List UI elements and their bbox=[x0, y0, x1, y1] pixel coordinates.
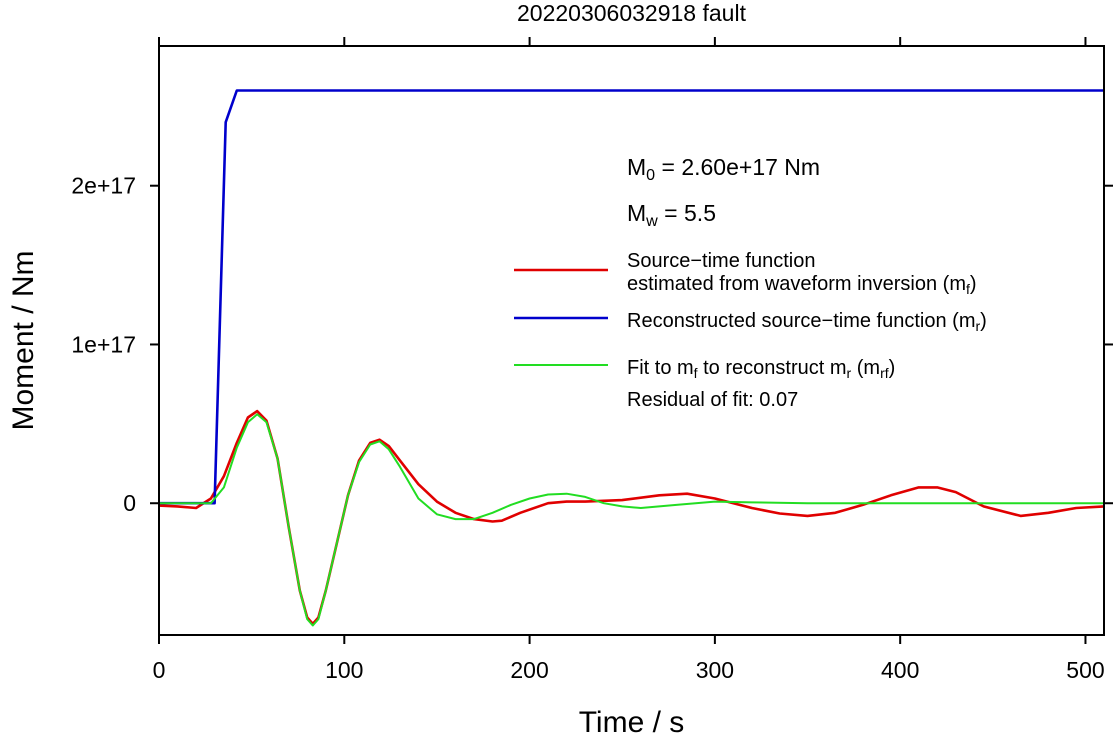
y-tick-label-0: 0 bbox=[123, 490, 136, 516]
x-tick-label-5: 500 bbox=[1066, 657, 1104, 683]
magnitude-annotation: Mw = 5.5 bbox=[627, 200, 716, 230]
y-tick-label-1: 1e+17 bbox=[71, 331, 136, 357]
legend-label-2-0: Fit to mf to reconstruct mr (mrf) bbox=[627, 357, 895, 381]
chart-title: 20220306032918 fault bbox=[517, 0, 747, 26]
plot-frame bbox=[158, 45, 1105, 636]
y-axis-label: Moment / Nm bbox=[7, 250, 40, 430]
series-line-1 bbox=[159, 89, 1104, 505]
series-line-2 bbox=[159, 413, 1104, 627]
residual-annotation: Residual of fit: 0.07 bbox=[627, 389, 798, 411]
x-tick-label-1: 100 bbox=[325, 657, 363, 683]
legend-label-0-0: Source−time function bbox=[627, 250, 815, 272]
x-axis-label: Time / s bbox=[579, 706, 685, 736]
y-tick-label-2: 2e+17 bbox=[71, 173, 136, 199]
legend-label-1-0: Reconstructed source−time function (mr) bbox=[627, 310, 987, 334]
x-tick-label-2: 200 bbox=[510, 657, 548, 683]
axis-ticks: 0 100 200 300 400 500 0 1e+17 2e+17 bbox=[71, 37, 1113, 683]
x-tick-label-0: 0 bbox=[153, 657, 166, 683]
annotations: M0 = 2.60e+17 Nm Mw = 5.5 Residual of fit:… bbox=[627, 154, 820, 411]
moment-annotation: M0 = 2.60e+17 Nm bbox=[627, 154, 820, 184]
x-tick-label-3: 300 bbox=[696, 657, 734, 683]
x-tick-label-4: 400 bbox=[881, 657, 919, 683]
series-layer bbox=[158, 89, 1105, 627]
legend-label-0-1: estimated from waveform inversion (mf) bbox=[627, 273, 977, 297]
